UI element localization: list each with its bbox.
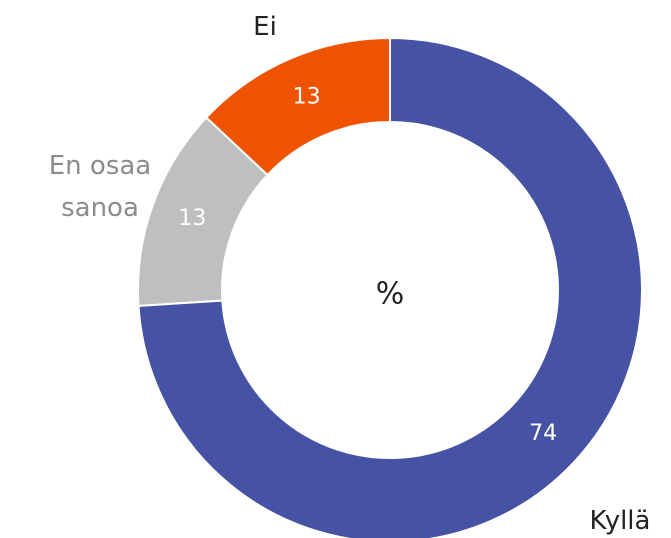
category-label: Ei <box>253 12 277 42</box>
value-label: 13 <box>178 206 206 231</box>
slice <box>204 36 391 177</box>
category-label: Kyllä <box>589 506 651 536</box>
value-label: 13 <box>293 84 321 109</box>
center-label: % <box>376 277 405 312</box>
value-label: 74 <box>529 421 557 446</box>
category-label: En osaa sanoa <box>48 151 152 223</box>
slice <box>137 36 643 538</box>
